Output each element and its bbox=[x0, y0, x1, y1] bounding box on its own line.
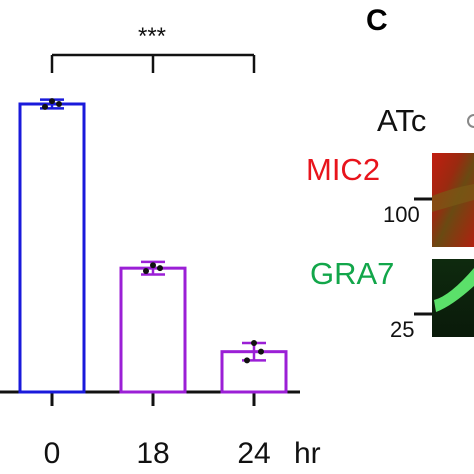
panel-letter: C bbox=[366, 4, 388, 37]
blot-gra7-band bbox=[434, 268, 474, 312]
blot-mic2-band bbox=[432, 184, 474, 212]
x-tick-label-24: 24 bbox=[237, 437, 270, 470]
atc-label: ATc bbox=[377, 103, 426, 138]
data-point-18-3 bbox=[157, 265, 163, 272]
significance-label: *** bbox=[138, 23, 166, 50]
data-point-18-1 bbox=[143, 268, 149, 275]
data-point-18-2 bbox=[150, 262, 156, 269]
data-point-24-3 bbox=[258, 348, 264, 355]
bar-18 bbox=[119, 266, 187, 394]
data-point-0-3 bbox=[56, 101, 62, 107]
bar-0 bbox=[18, 102, 86, 394]
x-unit-label: hr bbox=[294, 437, 321, 470]
band-label-mic2: MIC2 bbox=[306, 152, 380, 187]
mw-label-100: 100 bbox=[383, 202, 420, 227]
atc-partial-symbol bbox=[467, 114, 474, 128]
data-point-24-1 bbox=[244, 357, 250, 364]
data-point-0-1 bbox=[42, 103, 48, 110]
data-point-24-2 bbox=[251, 340, 257, 347]
x-tick-label-0: 0 bbox=[44, 437, 61, 470]
data-point-0-2 bbox=[49, 98, 55, 105]
mw-label-25: 25 bbox=[390, 317, 414, 342]
band-label-gra7: GRA7 bbox=[310, 256, 394, 291]
x-tick-label-18: 18 bbox=[136, 437, 169, 470]
